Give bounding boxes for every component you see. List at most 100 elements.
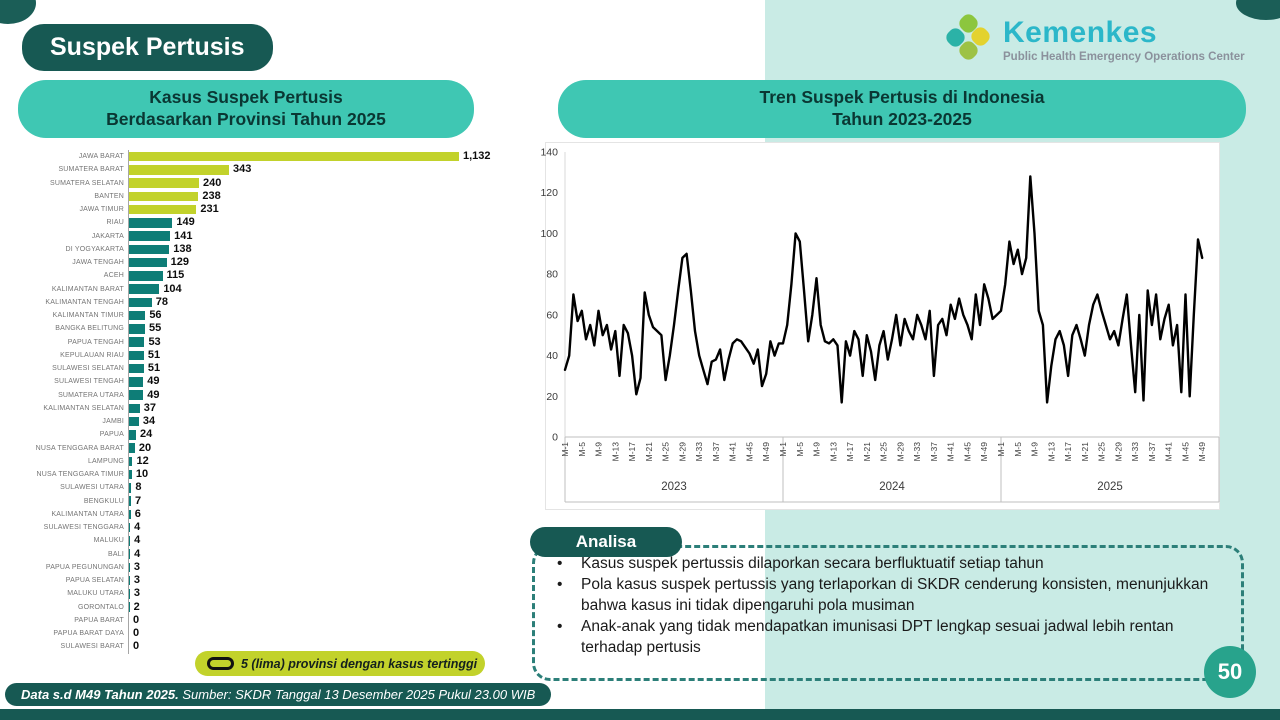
svg-text:M-33: M-33 [1130,442,1140,462]
province-label: KALIMANTAN BARAT [51,285,124,293]
province-label: KALIMANTAN SELATAN [43,404,124,412]
province-label: KEPULAUAN RIAU [60,351,124,359]
bar-value: 20 [138,441,152,454]
bar [129,257,167,268]
bar [129,602,130,612]
bar-value: 37 [143,401,157,414]
bar-row: GORONTALO 2 [18,600,508,614]
plot-area [545,142,1220,510]
province-label: NUSA TENGGARA BARAT [35,444,124,452]
analysis-box [532,545,1244,681]
province-label: JAMBI [102,418,124,426]
bar [129,536,131,546]
bar-value: 1,132 [463,150,491,163]
bar-value: 78 [155,295,168,308]
svg-text:M-1: M-1 [560,442,570,457]
svg-text:M-9: M-9 [812,442,822,457]
province-label: BALI [108,550,124,558]
bar [129,244,170,255]
svg-text:M-33: M-33 [912,442,922,462]
province-label: SULAWESI TENGAH [54,378,124,386]
svg-text:M-17: M-17 [845,442,855,462]
bar [129,589,130,599]
bar-value: 24 [139,428,153,441]
bar-row: SUMATERA BARAT 343 [18,163,508,177]
svg-text:100: 100 [540,228,558,240]
bar-row: BENGKULU 7 [18,494,508,508]
svg-text:0: 0 [552,432,558,444]
svg-text:140: 140 [540,147,558,159]
bar [129,522,131,533]
province-label: SUMATERA BARAT [58,166,124,174]
svg-text:M-29: M-29 [677,442,687,462]
bar-value: 56 [149,309,162,322]
svg-text:M-41: M-41 [1164,442,1174,462]
bar-value: 8 [135,481,142,494]
svg-text:M-49: M-49 [1197,442,1207,462]
province-label: GORONTALO [77,603,124,611]
bar [129,456,133,467]
bar [129,218,173,228]
bar-value: 55 [149,322,162,335]
svg-text:M-25: M-25 [661,442,671,462]
svg-text:M-5: M-5 [1013,442,1023,457]
bar [129,310,146,321]
analysis-bullet: Kasus suspek pertussis dilaporkan secara… [545,554,1237,575]
bar-row: MALUKU 4 [18,534,508,548]
bar-row: ACEH 115 [18,269,508,283]
province-label: SULAWESI TENGGARA [43,524,124,532]
svg-text:M-49: M-49 [761,442,771,462]
bar [129,271,163,281]
bar-value: 49 [147,388,160,401]
svg-text:M-21: M-21 [644,442,654,462]
analysis-bullet: Anak-anak yang tidak mendapatkan imunisa… [545,617,1237,658]
analysis-bullet: Pola kasus suspek pertussis yang terlapo… [545,575,1237,616]
svg-text:M-45: M-45 [1180,442,1190,462]
svg-text:M-9: M-9 [1030,442,1040,457]
data-source-footer: Data s.d M49 Tahun 2025. Sumber: SKDR Ta… [5,683,552,706]
province-label: JAKARTA [91,232,124,240]
bar [129,509,131,520]
bar-value: 0 [133,627,140,640]
province-label: PAPUA BARAT [74,616,124,624]
svg-text:M-1: M-1 [778,442,788,457]
svg-text:M-37: M-37 [711,442,721,462]
analysis-bullet-list: Kasus suspek pertussis dilaporkan secara… [545,554,1237,659]
province-label: JAWA TENGAH [72,259,124,267]
province-label: JAWA TIMUR [79,206,124,214]
bar [129,562,130,573]
footer-source: Sumber: SKDR Tanggal 13 Desember 2025 Pu… [178,687,536,702]
svg-text:20: 20 [546,391,558,403]
bar-row: PAPUA BARAT DAYA 0 [18,627,508,641]
bar-row: MALUKU UTARA 3 [18,587,508,601]
bar-value: 49 [147,375,160,388]
svg-text:M-13: M-13 [1046,442,1056,462]
province-label: RIAU [106,219,124,227]
bar-chart-legend: 5 (lima) provinsi dengan kasus tertinggi [195,651,485,676]
svg-text:M-5: M-5 [577,442,587,457]
province-label: PAPUA [99,431,124,439]
bar [129,231,171,241]
bar-value: 3 [133,560,140,573]
bar [129,403,140,414]
province-label: SULAWESI UTARA [60,484,124,492]
bar-row: SULAWESI BARAT 0 [18,640,508,654]
bar-row: PAPUA BARAT 0 [18,613,508,627]
bar-row: JAMBI 34 [18,415,508,429]
province-label: PAPUA BARAT DAYA [53,630,124,638]
bar-row: KALIMANTAN UTARA 6 [18,507,508,521]
kemenkes-logo: Kemenkes Public Health Emergency Operati… [945,12,1245,69]
province-label: JAWA BARAT [78,153,124,161]
bar-value: 51 [147,362,161,375]
bar-value: 238 [202,189,221,202]
bar [129,549,131,559]
kemenkes-logo-text: Kemenkes [1003,16,1158,49]
bar-row: KEPULAUAN RIAU 51 [18,348,508,362]
bar [129,416,139,427]
svg-text:60: 60 [546,309,558,321]
province-label: LAMPUNG [87,457,124,465]
bar-row: NUSA TENGGARA BARAT 20 [18,441,508,455]
bar-row: JAWA BARAT 1,132 [18,150,508,164]
bar-row: SUMATERA SELATAN 240 [18,176,508,190]
bar [129,575,130,586]
